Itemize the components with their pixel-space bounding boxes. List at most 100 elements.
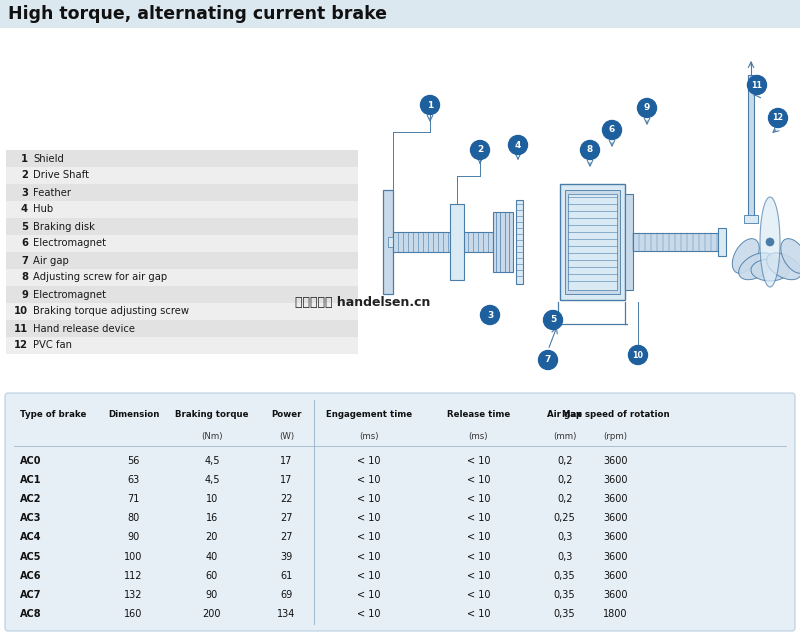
Text: 12: 12 bbox=[14, 340, 28, 351]
Bar bbox=[388, 237, 394, 247]
Text: 3: 3 bbox=[487, 310, 493, 319]
Text: < 10: < 10 bbox=[357, 456, 380, 466]
Text: (ms): (ms) bbox=[469, 432, 488, 441]
Text: < 10: < 10 bbox=[357, 590, 380, 600]
Text: (W): (W) bbox=[278, 432, 294, 441]
Text: 0,2: 0,2 bbox=[557, 475, 572, 485]
Text: 200: 200 bbox=[202, 609, 221, 619]
Bar bbox=[6, 269, 358, 286]
Text: 3600: 3600 bbox=[603, 571, 628, 580]
Text: Engagement time: Engagement time bbox=[326, 410, 412, 419]
Text: 3600: 3600 bbox=[603, 590, 628, 600]
Text: < 10: < 10 bbox=[466, 475, 490, 485]
Text: 12: 12 bbox=[773, 113, 783, 122]
Text: 3600: 3600 bbox=[603, 494, 628, 504]
Bar bbox=[6, 201, 358, 218]
Text: (ms): (ms) bbox=[359, 432, 378, 441]
Bar bbox=[6, 286, 358, 303]
Text: 5: 5 bbox=[550, 316, 556, 324]
Text: 3600: 3600 bbox=[603, 475, 628, 485]
Text: 6: 6 bbox=[609, 125, 615, 134]
Text: < 10: < 10 bbox=[357, 571, 380, 580]
Text: < 10: < 10 bbox=[466, 532, 490, 543]
Text: 112: 112 bbox=[124, 571, 142, 580]
Bar bbox=[383, 190, 393, 294]
Text: 69: 69 bbox=[280, 590, 293, 600]
Text: 4,5: 4,5 bbox=[204, 475, 219, 485]
Text: 9: 9 bbox=[644, 104, 650, 113]
Text: 0,25: 0,25 bbox=[554, 513, 575, 524]
Text: AC5: AC5 bbox=[20, 552, 42, 561]
Text: High torque, alternating current brake: High torque, alternating current brake bbox=[8, 5, 387, 23]
Bar bbox=[516, 200, 523, 284]
Text: 71: 71 bbox=[127, 494, 140, 504]
Text: (mm): (mm) bbox=[553, 432, 576, 441]
Text: 40: 40 bbox=[206, 552, 218, 561]
Text: Braking torque: Braking torque bbox=[175, 410, 249, 419]
Text: 10: 10 bbox=[206, 494, 218, 504]
Text: 6: 6 bbox=[21, 239, 28, 248]
Text: 11: 11 bbox=[14, 323, 28, 333]
Bar bbox=[748, 75, 754, 220]
Text: 90: 90 bbox=[206, 590, 218, 600]
Circle shape bbox=[538, 351, 558, 369]
Ellipse shape bbox=[766, 238, 774, 246]
Text: AC7: AC7 bbox=[20, 590, 42, 600]
Bar bbox=[6, 320, 358, 337]
Text: 11: 11 bbox=[751, 81, 762, 90]
Bar bbox=[744, 215, 758, 223]
Text: < 10: < 10 bbox=[466, 513, 490, 524]
Text: 39: 39 bbox=[280, 552, 293, 561]
Bar bbox=[560, 184, 625, 300]
Text: < 10: < 10 bbox=[466, 494, 490, 504]
Text: < 10: < 10 bbox=[357, 609, 380, 619]
Circle shape bbox=[481, 305, 499, 324]
Bar bbox=[6, 184, 358, 201]
Text: < 10: < 10 bbox=[357, 532, 380, 543]
Text: 2: 2 bbox=[477, 145, 483, 154]
Text: Max speed of rotation: Max speed of rotation bbox=[562, 410, 670, 419]
Text: 90: 90 bbox=[127, 532, 139, 543]
Text: Release time: Release time bbox=[446, 410, 510, 419]
Text: 134: 134 bbox=[277, 609, 295, 619]
Text: Electromagnet: Electromagnet bbox=[33, 239, 106, 248]
Text: 9: 9 bbox=[21, 289, 28, 300]
Text: Shield: Shield bbox=[33, 154, 64, 163]
Circle shape bbox=[421, 95, 439, 115]
Text: AC4: AC4 bbox=[20, 532, 42, 543]
Circle shape bbox=[629, 346, 647, 365]
Text: Hub: Hub bbox=[33, 205, 53, 214]
Text: 3600: 3600 bbox=[603, 456, 628, 466]
Bar bbox=[625, 194, 633, 290]
Ellipse shape bbox=[766, 253, 800, 280]
Text: 3600: 3600 bbox=[603, 513, 628, 524]
Text: 0,35: 0,35 bbox=[554, 571, 575, 580]
Bar bbox=[6, 218, 358, 235]
Text: 0,3: 0,3 bbox=[557, 532, 572, 543]
Text: (rpm): (rpm) bbox=[604, 432, 628, 441]
Text: Feather: Feather bbox=[33, 188, 71, 198]
Text: 100: 100 bbox=[124, 552, 142, 561]
Text: Braking torque adjusting screw: Braking torque adjusting screw bbox=[33, 307, 189, 317]
Text: < 10: < 10 bbox=[357, 475, 380, 485]
Text: 4: 4 bbox=[21, 205, 28, 214]
Text: < 10: < 10 bbox=[466, 456, 490, 466]
Bar bbox=[493, 212, 513, 272]
Bar bbox=[718, 228, 726, 256]
Text: 16: 16 bbox=[206, 513, 218, 524]
Text: Air gap: Air gap bbox=[547, 410, 582, 419]
Text: 7: 7 bbox=[21, 255, 28, 266]
Text: 1: 1 bbox=[21, 154, 28, 163]
Text: 10: 10 bbox=[633, 351, 643, 360]
Text: 10: 10 bbox=[14, 307, 28, 317]
Bar bbox=[450, 204, 464, 280]
Text: 4,5: 4,5 bbox=[204, 456, 219, 466]
Text: 4: 4 bbox=[515, 141, 521, 150]
Circle shape bbox=[543, 310, 562, 330]
Text: Electromagnet: Electromagnet bbox=[33, 289, 106, 300]
Text: 3600: 3600 bbox=[603, 552, 628, 561]
Text: < 10: < 10 bbox=[357, 552, 380, 561]
Text: 17: 17 bbox=[280, 456, 293, 466]
Text: 3600: 3600 bbox=[603, 532, 628, 543]
Text: 1800: 1800 bbox=[603, 609, 628, 619]
